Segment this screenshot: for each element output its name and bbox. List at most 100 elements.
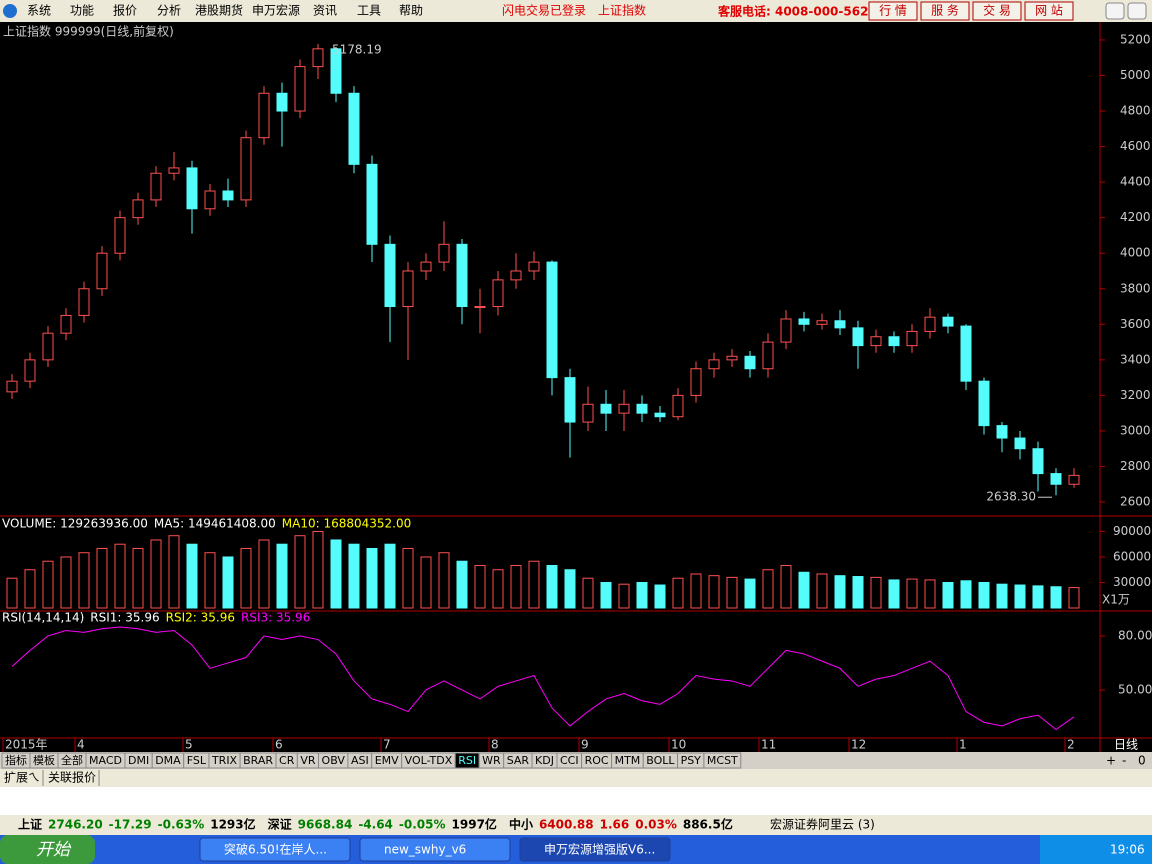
menu-item[interactable]: 帮助 xyxy=(399,4,423,18)
volume-bar xyxy=(474,564,486,609)
tab-label[interactable]: WR xyxy=(482,754,501,767)
tab-label[interactable]: FSL xyxy=(187,754,207,767)
volume-bar xyxy=(6,577,18,609)
candle-body xyxy=(564,377,576,423)
tab-label[interactable]: KDJ xyxy=(535,754,554,767)
tab-label[interactable]: OBV xyxy=(322,754,346,767)
ext-tab[interactable]: 扩展ㄟ xyxy=(4,771,40,785)
volume-bar xyxy=(618,583,630,609)
nav-button[interactable] xyxy=(920,1,970,21)
volume-bar xyxy=(1050,586,1062,609)
volume-bar xyxy=(276,543,288,609)
zoom-button[interactable]: - xyxy=(1122,754,1126,768)
menu-item[interactable]: 功能 xyxy=(70,4,94,18)
menu-item[interactable]: 分析 xyxy=(157,4,181,18)
taskbar-item-label[interactable]: 申万宏源增强版V6... xyxy=(544,842,655,857)
taskbar-item[interactable] xyxy=(519,837,671,862)
menu-item[interactable]: 申万宏源 xyxy=(252,3,300,18)
tab-label[interactable]: ROC xyxy=(585,754,609,767)
tab-label[interactable]: BRAR xyxy=(243,754,273,767)
candle-body xyxy=(348,92,360,165)
volume-bar xyxy=(546,564,558,609)
candle-body xyxy=(420,261,432,272)
start-label[interactable]: 开始 xyxy=(36,840,72,860)
candle-body xyxy=(672,394,684,418)
volume-bar xyxy=(114,543,126,609)
chart-area xyxy=(0,22,1152,752)
menu-item[interactable]: 工具 xyxy=(357,4,381,18)
tab[interactable] xyxy=(703,752,742,769)
min-annotation: 2638.30 xyxy=(986,490,1036,504)
zoom-button[interactable]: + xyxy=(1106,754,1116,768)
zoom-button[interactable]: 0 xyxy=(1138,754,1146,768)
candle-body xyxy=(654,412,666,418)
tab-label[interactable]: EMV xyxy=(375,754,399,767)
tab-label[interactable]: SAR xyxy=(507,754,530,767)
tab-label[interactable]: MTM xyxy=(615,754,641,767)
nav-button-label[interactable]: 交 易 xyxy=(983,3,1011,18)
volume-bar xyxy=(762,569,774,609)
tab-label[interactable]: MCST xyxy=(707,754,738,767)
candle-body xyxy=(816,320,828,325)
menu-item[interactable]: 资讯 xyxy=(313,4,337,18)
max-annotation: 5178.19 xyxy=(332,42,382,56)
tab-label[interactable]: CR xyxy=(279,754,295,767)
status-item: 中小 xyxy=(509,817,533,832)
x-tick-label: 7 xyxy=(383,738,391,752)
ext-tab[interactable]: 关联报价 xyxy=(48,770,96,785)
taskbar-item[interactable] xyxy=(199,837,351,862)
tab-label[interactable]: MACD xyxy=(89,754,122,767)
menu-bar xyxy=(0,0,1152,22)
menu-item[interactable]: 系统 xyxy=(27,4,51,18)
volume-bar xyxy=(168,535,180,609)
restore-button[interactable] xyxy=(1105,2,1125,20)
tab-label[interactable]: CCI xyxy=(560,754,579,767)
nav-button[interactable] xyxy=(972,1,1022,21)
tab-label[interactable]: 指标 xyxy=(5,753,27,767)
menu-item[interactable]: 港股期货 xyxy=(195,3,243,18)
tab-label[interactable]: VOL-TDX xyxy=(405,754,453,767)
candle-body xyxy=(510,270,522,281)
candle-body xyxy=(528,261,540,272)
candle-body xyxy=(384,243,396,308)
status-item: 2746.20 xyxy=(48,818,103,832)
candle-body xyxy=(636,403,648,414)
tab-label[interactable]: ASI xyxy=(351,754,369,767)
nav-button[interactable] xyxy=(868,1,918,21)
menu-item[interactable]: 报价 xyxy=(113,3,137,18)
tab-label[interactable]: PSY xyxy=(681,754,702,767)
nav-button[interactable] xyxy=(1024,1,1074,21)
legend-item: RSI(14,14,14) xyxy=(2,611,84,625)
panel-frames xyxy=(0,22,1152,752)
tab-label[interactable]: 模板 xyxy=(33,753,55,767)
volume-bar xyxy=(222,556,234,609)
nav-button-label[interactable]: 服 务 xyxy=(931,3,959,18)
clock: 19:06 xyxy=(1110,843,1145,857)
volume-bar xyxy=(924,579,936,609)
volume-bar xyxy=(438,552,450,609)
start-button[interactable] xyxy=(0,835,95,864)
nav-button-label[interactable]: 行 情 xyxy=(879,4,907,18)
y-tick-label: 5200 xyxy=(1120,32,1151,46)
taskbar-item[interactable] xyxy=(359,837,511,862)
tab-label[interactable]: DMA xyxy=(155,754,181,767)
volume-bar xyxy=(996,583,1008,609)
tab-label[interactable]: RSI xyxy=(458,754,476,767)
candle-body xyxy=(960,325,972,382)
tab-label[interactable]: TRIX xyxy=(211,754,238,767)
nav-button-label[interactable]: 网 站 xyxy=(1035,4,1063,18)
close-button[interactable] xyxy=(1127,2,1147,20)
tab-label[interactable]: VR xyxy=(300,754,316,767)
candle-body xyxy=(60,314,72,334)
candle-body xyxy=(618,403,630,414)
taskbar-item-label[interactable]: 突破6.50!在岸人... xyxy=(224,842,327,857)
candle-body xyxy=(204,190,216,210)
candle-body xyxy=(834,320,846,329)
tab-label[interactable]: 全部 xyxy=(61,753,83,767)
current-index: 上证指数 xyxy=(598,3,646,18)
tab-label[interactable]: DMI xyxy=(128,754,149,767)
y-tick-label: 4200 xyxy=(1120,210,1151,224)
taskbar-item-label[interactable]: new_swhy_v6 xyxy=(384,843,466,857)
tab-label[interactable]: BOLL xyxy=(646,754,675,767)
